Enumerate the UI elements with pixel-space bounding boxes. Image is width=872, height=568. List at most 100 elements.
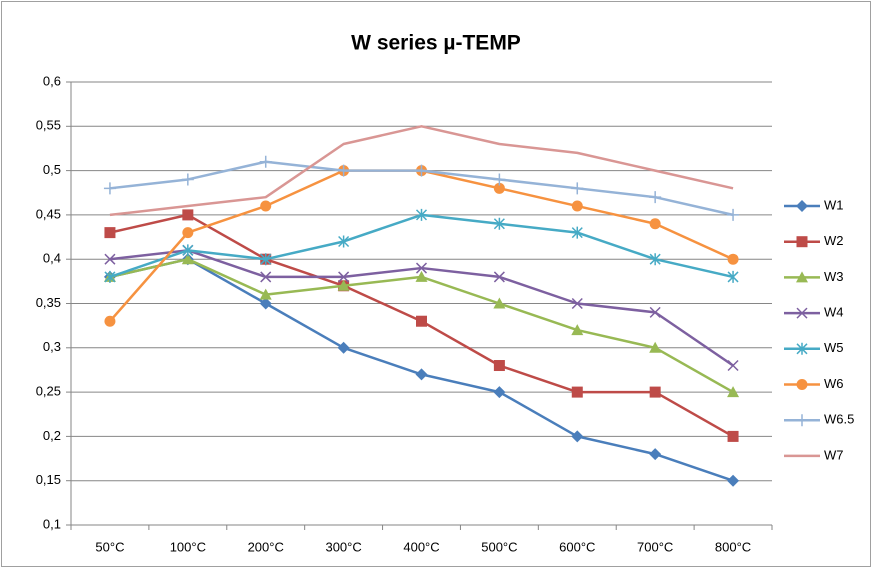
marker bbox=[796, 414, 808, 427]
marker bbox=[416, 315, 427, 327]
marker bbox=[649, 253, 661, 266]
legend-label: W3 bbox=[824, 269, 844, 284]
legend-item: W1 bbox=[784, 197, 844, 212]
marker bbox=[182, 227, 194, 239]
marker bbox=[415, 164, 428, 177]
x-tick-label: 600°C bbox=[559, 539, 595, 554]
marker bbox=[104, 270, 116, 283]
x-tick-label: 800°C bbox=[715, 539, 751, 554]
legend-label: W6.5 bbox=[824, 412, 854, 427]
y-tick-label: 0,3 bbox=[43, 339, 61, 354]
marker bbox=[415, 368, 428, 381]
marker bbox=[182, 244, 194, 257]
marker bbox=[727, 359, 739, 372]
marker bbox=[182, 209, 194, 221]
y-tick-label: 0,5 bbox=[43, 162, 61, 177]
marker bbox=[493, 217, 505, 230]
marker bbox=[493, 386, 506, 399]
marker bbox=[415, 208, 428, 221]
marker bbox=[260, 200, 272, 212]
marker bbox=[571, 386, 583, 398]
marker bbox=[260, 253, 272, 266]
x-tick-label: 400°C bbox=[403, 539, 439, 554]
marker bbox=[181, 253, 194, 265]
marker bbox=[415, 270, 428, 282]
marker bbox=[493, 173, 506, 186]
marker bbox=[259, 288, 272, 300]
marker bbox=[571, 226, 583, 239]
marker bbox=[727, 430, 739, 442]
marker bbox=[181, 173, 194, 186]
y-tick-label: 0,6 bbox=[43, 73, 61, 88]
y-tick-label: 0,55 bbox=[36, 118, 61, 133]
legend-label: W6 bbox=[824, 376, 844, 391]
chart-title: W series µ-TEMP bbox=[351, 32, 521, 55]
legend-label: W4 bbox=[824, 305, 844, 320]
x-tick-label: 200°C bbox=[248, 539, 284, 554]
marker bbox=[796, 271, 808, 283]
y-tick-label: 0,25 bbox=[36, 384, 61, 399]
legend-item: W7 bbox=[784, 447, 844, 462]
legend-label: W7 bbox=[824, 447, 844, 462]
marker bbox=[571, 182, 584, 195]
marker bbox=[796, 236, 808, 248]
legend-label: W1 bbox=[824, 197, 844, 212]
y-tick-label: 0,4 bbox=[43, 251, 61, 266]
series-line bbox=[109, 125, 734, 217]
marker bbox=[104, 227, 116, 239]
marker bbox=[796, 307, 808, 319]
legend-item: W4 bbox=[784, 305, 844, 320]
marker bbox=[493, 297, 506, 309]
y-tick-label: 0,1 bbox=[43, 516, 61, 531]
x-tick-label: 100°C bbox=[170, 539, 206, 554]
marker bbox=[104, 315, 116, 327]
marker bbox=[103, 182, 116, 195]
marker bbox=[337, 341, 350, 354]
marker bbox=[571, 200, 583, 212]
marker bbox=[415, 262, 428, 274]
marker bbox=[727, 253, 739, 265]
legend-item: W6.5 bbox=[784, 412, 854, 427]
legend-item: W5 bbox=[784, 340, 844, 355]
y-tick-label: 0,35 bbox=[36, 295, 61, 310]
marker bbox=[649, 341, 662, 353]
marker bbox=[571, 297, 583, 310]
x-tick-label: 50°C bbox=[95, 539, 124, 554]
marker bbox=[104, 253, 116, 265]
x-tick-label: 700°C bbox=[637, 539, 673, 554]
marker bbox=[727, 386, 740, 398]
marker bbox=[337, 279, 350, 291]
marker bbox=[571, 430, 584, 443]
marker bbox=[727, 208, 740, 221]
y-tick-label: 0,15 bbox=[36, 472, 61, 487]
legend-item: W6 bbox=[784, 376, 844, 391]
marker bbox=[338, 235, 350, 248]
x-tick-label: 300°C bbox=[325, 539, 361, 554]
marker bbox=[338, 271, 350, 283]
marker bbox=[649, 448, 662, 461]
y-tick-label: 0,45 bbox=[36, 206, 61, 221]
marker bbox=[649, 218, 661, 230]
marker bbox=[493, 271, 505, 283]
marker bbox=[727, 270, 739, 283]
marker bbox=[260, 271, 272, 283]
marker bbox=[796, 342, 808, 355]
marker bbox=[727, 474, 740, 487]
marker bbox=[571, 324, 584, 336]
marker bbox=[337, 164, 350, 177]
marker bbox=[649, 191, 662, 204]
x-tick-label: 500°C bbox=[481, 539, 517, 554]
marker bbox=[493, 182, 505, 194]
y-tick-label: 0,2 bbox=[43, 428, 61, 443]
marker bbox=[259, 155, 272, 168]
legend-item: W2 bbox=[784, 233, 844, 248]
legend-label: W2 bbox=[824, 233, 844, 248]
marker bbox=[259, 297, 272, 310]
legend-label: W5 bbox=[824, 340, 844, 355]
legend-item: W3 bbox=[784, 269, 844, 284]
marker bbox=[649, 306, 661, 318]
marker bbox=[796, 200, 808, 212]
marker bbox=[796, 379, 808, 390]
marker bbox=[493, 360, 505, 372]
